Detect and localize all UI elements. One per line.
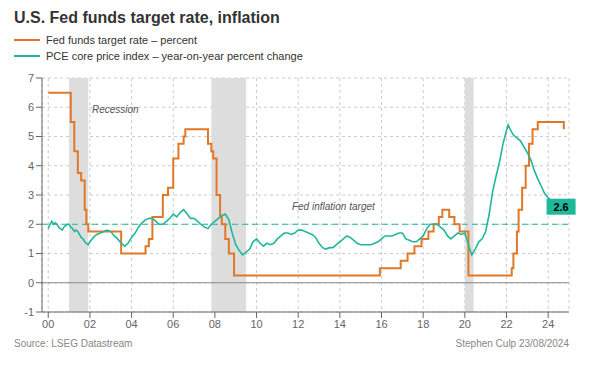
html-text:U.S. Fed funds target rate, in: U.S. Fed funds target rate, inflation <box>14 9 280 26</box>
svg-text:24: 24 <box>542 318 554 330</box>
svg-text:Recession: Recession <box>92 104 139 115</box>
svg-text:0: 0 <box>28 277 34 289</box>
svg-text:10: 10 <box>250 318 262 330</box>
svg-text:02: 02 <box>84 318 96 330</box>
svg-text:1: 1 <box>28 247 34 259</box>
svg-text:08: 08 <box>209 318 221 330</box>
svg-text:4: 4 <box>28 160 34 172</box>
svg-text:-1: -1 <box>24 306 34 318</box>
html-text:Fed funds target rate – percen: Fed funds target rate – percent <box>46 34 197 46</box>
svg-text:18: 18 <box>417 318 429 330</box>
svg-text:2: 2 <box>28 218 34 230</box>
svg-text:22: 22 <box>500 318 512 330</box>
html-text:Source: LSEG Datastream: Source: LSEG Datastream <box>14 338 133 349</box>
svg-text:6: 6 <box>28 101 34 113</box>
svg-text:14: 14 <box>334 318 346 330</box>
svg-text:2.6: 2.6 <box>553 201 568 213</box>
svg-text:06: 06 <box>167 318 179 330</box>
html-text:PCE core price index – year-on: PCE core price index – year-on-year perc… <box>46 50 303 62</box>
svg-text:16: 16 <box>375 318 387 330</box>
html-text:Stephen Culp 23/08/2024: Stephen Culp 23/08/2024 <box>455 338 569 349</box>
svg-text:04: 04 <box>125 318 137 330</box>
svg-text:20: 20 <box>459 318 471 330</box>
svg-text:Fed inflation target: Fed inflation target <box>292 201 376 212</box>
svg-text:00: 00 <box>42 318 54 330</box>
svg-text:12: 12 <box>292 318 304 330</box>
svg-text:3: 3 <box>28 189 34 201</box>
svg-text:7: 7 <box>28 72 34 84</box>
svg-text:5: 5 <box>28 130 34 142</box>
